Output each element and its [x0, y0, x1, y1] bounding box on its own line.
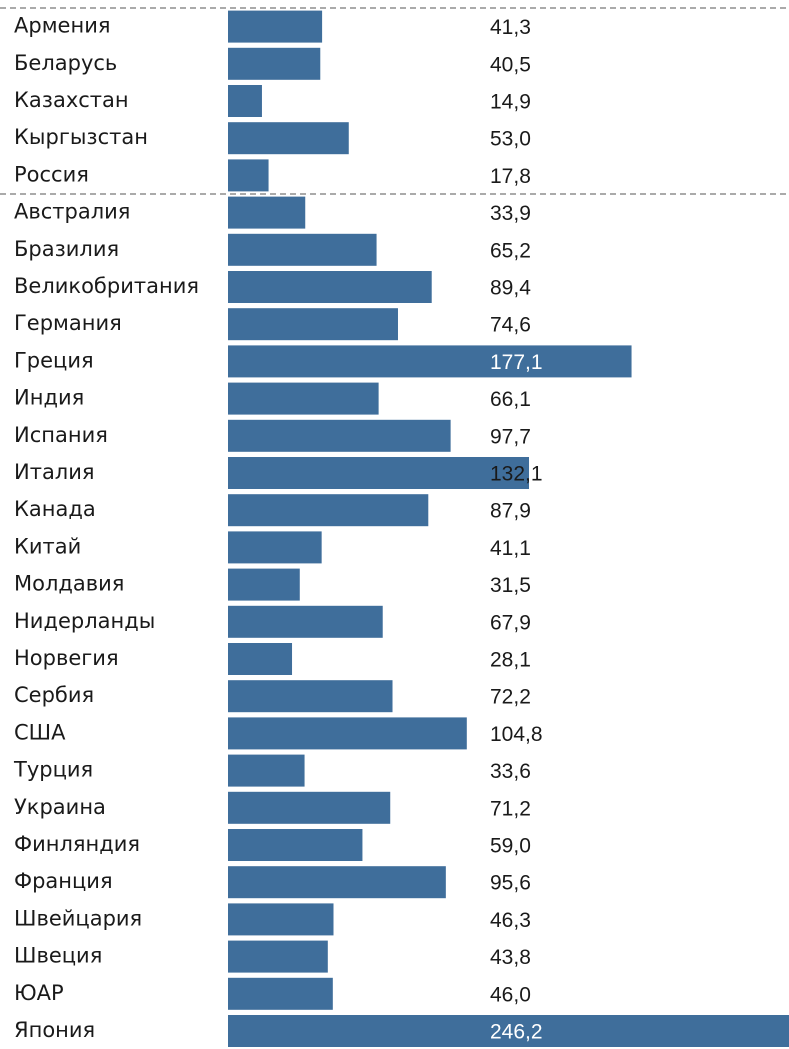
category-label: Норвегия — [14, 646, 119, 670]
bar — [228, 903, 334, 936]
bar — [228, 680, 393, 713]
bar — [228, 233, 377, 266]
value-label: 74,6 — [490, 314, 531, 337]
category-label: Кыргызстан — [14, 125, 148, 149]
bar — [228, 159, 269, 192]
category-label: ЮАР — [14, 981, 64, 1005]
category-label: Китай — [14, 534, 81, 558]
category-label: Сербия — [14, 683, 94, 707]
bar — [228, 717, 467, 750]
bar — [228, 940, 328, 973]
bar — [228, 47, 321, 80]
bar — [228, 1015, 789, 1047]
bar — [228, 419, 451, 452]
bar — [228, 196, 306, 229]
value-label: 87,9 — [490, 500, 531, 523]
value-label: 33,9 — [490, 202, 531, 225]
value-label: 59,0 — [490, 835, 531, 858]
category-label: Австралия — [14, 200, 130, 224]
category-label: Япония — [14, 1018, 95, 1042]
category-label: США — [14, 720, 66, 744]
bar — [228, 345, 632, 378]
category-label: Армения — [14, 14, 110, 38]
bar — [228, 457, 530, 489]
value-label: 97,7 — [490, 425, 531, 448]
bar — [228, 866, 446, 899]
bar — [228, 791, 391, 824]
value-label: 66,1 — [490, 388, 531, 411]
category-label: Италия — [14, 460, 95, 484]
value-label: 43,8 — [490, 946, 531, 969]
bar — [228, 308, 398, 341]
category-label: Нидерланды — [14, 609, 155, 633]
value-label: 71,2 — [490, 797, 531, 820]
category-label: Германия — [14, 311, 122, 335]
category-label: Франция — [14, 869, 113, 893]
value-label: 14,9 — [490, 91, 531, 114]
value-label: 53,0 — [490, 128, 531, 151]
value-label: 41,1 — [490, 537, 531, 560]
value-label: 65,2 — [490, 239, 531, 262]
category-label: Великобритания — [14, 274, 199, 298]
bar — [228, 829, 363, 861]
bar — [228, 85, 262, 117]
category-label: Украина — [14, 795, 106, 819]
bar — [228, 494, 429, 527]
bar — [228, 382, 379, 415]
bar — [228, 605, 383, 638]
category-label: Швейцария — [14, 906, 142, 930]
bar — [228, 10, 323, 43]
category-label: Казахстан — [14, 88, 129, 112]
value-label: 41,3 — [490, 16, 531, 39]
category-label: Испания — [14, 423, 108, 447]
category-label: Молдавия — [14, 572, 124, 596]
category-label: Россия — [14, 162, 89, 186]
value-label: 46,0 — [490, 983, 531, 1006]
value-label: 246,2 — [490, 1021, 543, 1044]
category-label: Индия — [14, 386, 84, 410]
value-label: 40,5 — [490, 53, 531, 76]
bar — [228, 977, 333, 1010]
value-label: 31,5 — [490, 574, 531, 597]
value-label: 89,4 — [490, 277, 531, 300]
bar — [228, 643, 293, 675]
bar — [228, 122, 349, 155]
value-label: 177,1 — [490, 351, 543, 374]
category-label: Бразилия — [14, 237, 119, 261]
value-label: 28,1 — [490, 649, 531, 672]
value-label: 104,8 — [490, 723, 543, 746]
bar — [228, 531, 322, 564]
category-label: Швеция — [14, 944, 102, 968]
value-label: 67,9 — [490, 611, 531, 634]
value-label: 33,6 — [490, 760, 531, 783]
category-label: Канада — [14, 497, 96, 521]
value-label: 95,6 — [490, 872, 531, 895]
bar — [228, 271, 432, 303]
value-label: 46,3 — [490, 909, 531, 932]
category-label: Греция — [14, 348, 94, 372]
bar — [228, 568, 300, 601]
bar — [228, 754, 305, 787]
value-label: 132,1 — [490, 463, 543, 486]
category-label: Турция — [13, 758, 93, 782]
category-label: Финляндия — [14, 832, 140, 856]
value-label: 17,8 — [490, 165, 531, 188]
category-label: Беларусь — [14, 51, 117, 75]
value-label: 72,2 — [490, 686, 531, 709]
